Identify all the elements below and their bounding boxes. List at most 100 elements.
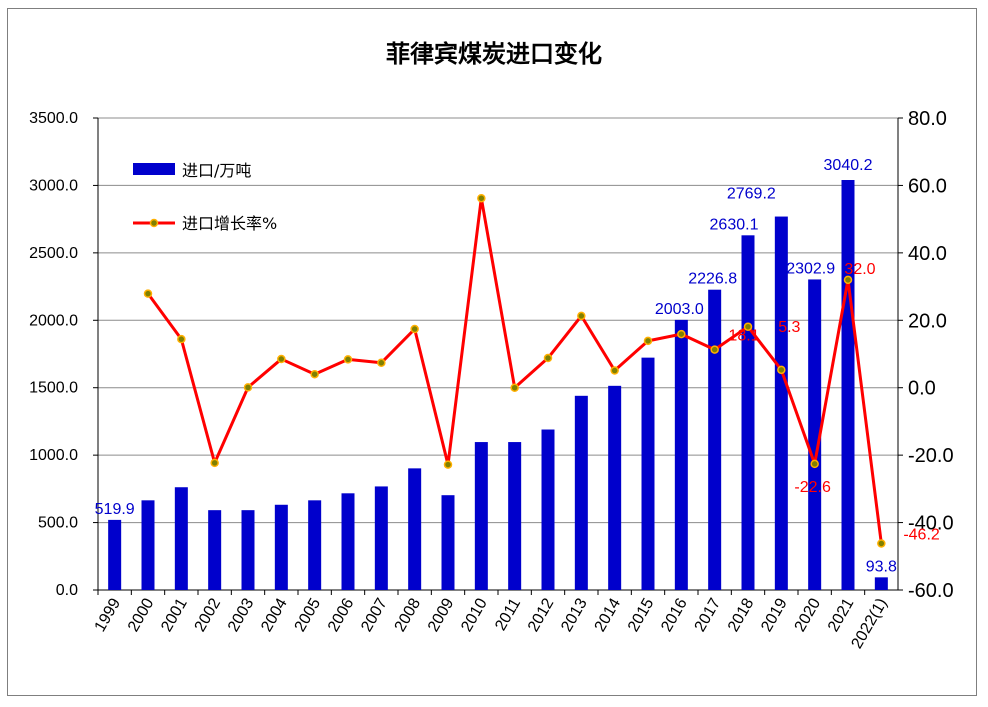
x-tick-label: 2011: [492, 595, 524, 633]
x-tick-label: 1999: [92, 595, 125, 634]
growth-rate-point: [177, 334, 186, 344]
growth-rate-point: [677, 329, 686, 339]
bar: [274, 504, 288, 590]
y-left-tick-label: 500.0: [38, 515, 78, 532]
line-data-label: 32.0: [844, 261, 875, 278]
x-tick-label: 2021: [825, 595, 858, 634]
bar: [441, 495, 455, 590]
x-tick-label: 2014: [592, 595, 625, 634]
legend-bar-label: 进口/万吨: [182, 161, 251, 180]
growth-rate-point: [710, 345, 719, 354]
growth-rate-point: [477, 193, 486, 203]
x-tick-label: 2002: [192, 595, 225, 634]
bar: [708, 289, 722, 590]
bar: [841, 180, 855, 590]
bar: [674, 319, 688, 590]
x-tick-label: 2012: [525, 595, 558, 634]
growth-rate-point: [210, 458, 219, 468]
y-right-tick-label: -60.0: [908, 580, 954, 602]
bar: [341, 493, 355, 590]
growth-rate-point: [877, 539, 886, 548]
bar: [808, 279, 822, 590]
growth-rate-point: [143, 289, 153, 298]
growth-rate-point: [543, 353, 553, 363]
bar-data-label: 2226.8: [688, 271, 737, 288]
growth-rate-point: [810, 459, 819, 469]
growth-rate-point: [277, 354, 286, 364]
legend-line-marker: [149, 218, 159, 228]
legend-line-label: 进口增长率%: [182, 214, 277, 233]
x-tick-label: 2005: [292, 595, 325, 634]
chart-title: 菲律宾煤炭进口变化: [386, 39, 602, 68]
bar-data-label: 93.8: [866, 558, 897, 575]
x-tick-label: 2019: [758, 595, 791, 634]
y-left-tick-label: 3500.0: [29, 110, 78, 127]
y-left-tick-label: 1000.0: [29, 447, 78, 464]
growth-rate-point: [410, 324, 419, 334]
growth-rate-point: [243, 383, 253, 392]
bar-data-label: 2003.0: [655, 301, 704, 318]
growth-rate-point: [777, 365, 786, 375]
growth-rate-point: [443, 460, 453, 469]
bar-data-label: 2302.9: [786, 260, 835, 277]
bar: [608, 385, 622, 590]
bar-data-label: 519.9: [95, 501, 135, 518]
line-data-label: -46.2: [903, 526, 940, 543]
x-tick-label: 2018: [725, 595, 758, 634]
bar: [474, 442, 488, 590]
x-tick-label: 2020: [792, 595, 825, 634]
bar: [541, 429, 555, 590]
x-tick-label: 2016: [658, 595, 691, 634]
growth-rate-point: [743, 322, 753, 331]
bar-data-label: 3040.2: [824, 157, 873, 174]
bar: [641, 357, 655, 590]
y-left-tick-label: 3000.0: [29, 177, 78, 194]
y-right-tick-label: -20.0: [908, 445, 954, 467]
x-tick-label: 2010: [458, 595, 491, 634]
y-left-tick-label: 2000.0: [29, 312, 78, 329]
bar: [141, 500, 155, 590]
bar: [774, 216, 788, 591]
x-tick-label: 2017: [692, 595, 725, 634]
bar: [108, 519, 122, 590]
y-right-tick-label: 20.0: [908, 310, 947, 332]
growth-rate-point: [510, 383, 519, 392]
y-right-tick-label: 80.0: [908, 108, 947, 130]
bar: [208, 510, 222, 590]
bar-data-label: 2769.2: [727, 186, 776, 203]
bar-data-label: 2630.1: [710, 216, 759, 233]
y-right-tick-label: 40.0: [908, 243, 947, 265]
line-data-label: 18.1: [728, 328, 759, 345]
bar: [374, 486, 388, 590]
y-left-tick-label: 0.0: [56, 582, 78, 599]
x-tick-label: 2000: [125, 595, 158, 634]
y-left-tick-label: 2500.0: [29, 245, 78, 262]
bar: [308, 500, 322, 590]
x-tick-label: 2015: [625, 595, 658, 634]
line-data-label: -22.6: [794, 479, 831, 496]
growth-rate-point: [343, 355, 353, 364]
x-tick-label: 2006: [325, 595, 358, 634]
x-tick-label: 2003: [225, 595, 258, 634]
bar: [508, 442, 522, 590]
bar: [741, 235, 755, 590]
x-tick-label: 2009: [425, 595, 458, 634]
bar: [174, 487, 188, 590]
x-tick-label: 2001: [158, 595, 191, 634]
y-right-tick-label: 60.0: [908, 175, 947, 197]
bar: [574, 395, 588, 590]
growth-rate-point: [310, 369, 319, 379]
growth-rate-point: [843, 275, 853, 285]
y-right-tick-label: -40.0: [908, 513, 954, 535]
bar: [241, 510, 255, 590]
y-right-tick-label: 0.0: [908, 378, 936, 400]
y-left-tick-label: 1500.0: [29, 380, 78, 397]
growth-rate-point: [643, 336, 653, 346]
line-data-label: 5.3: [778, 319, 800, 336]
growth-rate-point: [610, 366, 619, 375]
bar: [874, 577, 888, 590]
x-tick-label: 2007: [358, 595, 391, 634]
x-tick-label: 2013: [558, 595, 591, 634]
x-tick-label: 2008: [392, 595, 425, 634]
bar: [408, 468, 422, 590]
